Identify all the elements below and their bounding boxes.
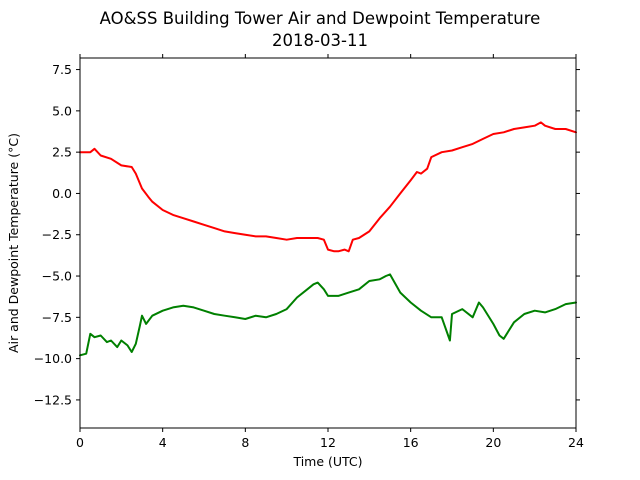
y-tick-label: 2.5 (52, 145, 72, 160)
y-tick-label: 5.0 (52, 103, 72, 118)
x-axis-label: Time (UTC) (292, 454, 362, 469)
y-tick-label: −5.0 (42, 269, 72, 284)
y-tick-label: −2.5 (42, 227, 72, 242)
x-tick-label: 16 (403, 435, 419, 450)
chart-title: AO&SS Building Tower Air and Dewpoint Te… (100, 9, 541, 28)
y-tick-label: −7.5 (42, 310, 72, 325)
y-tick-label: 7.5 (52, 62, 72, 77)
x-tick-label: 12 (320, 435, 336, 450)
x-tick-label: 24 (568, 435, 584, 450)
y-axis: 7.5 5.0 2.5 0.0 −2.5 −5.0 −7.5 −10.0 −12.5 (34, 62, 580, 407)
series-line-1 (79, 121, 577, 253)
series-line-2 (79, 273, 577, 357)
x-tick-label: 0 (76, 435, 84, 450)
y-tick-label: −10.0 (34, 351, 72, 366)
y-tick-label: −12.5 (34, 392, 72, 407)
x-tick-label: 20 (485, 435, 501, 450)
x-tick-label: 4 (159, 435, 167, 450)
x-tick-label: 8 (241, 435, 249, 450)
x-axis: 0 4 8 12 16 20 24 (76, 54, 584, 450)
chart-subtitle: 2018-03-11 (272, 31, 368, 50)
y-tick-label: 0.0 (52, 186, 72, 201)
y-axis-label: Air and Dewpoint Temperature (°C) (6, 133, 21, 353)
series-layer (79, 121, 577, 357)
